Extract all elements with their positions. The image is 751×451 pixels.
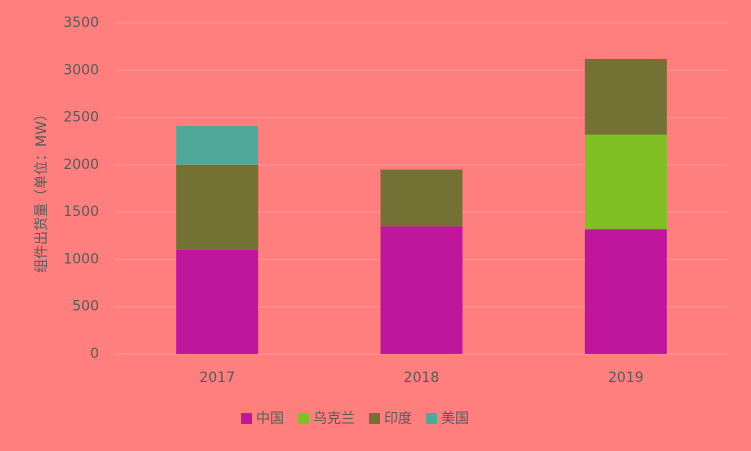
legend-label: 印度 — [384, 411, 412, 427]
y-tick-label: 1000 — [63, 251, 99, 267]
legend-swatch — [369, 413, 380, 424]
y-tick-label: 3500 — [63, 15, 99, 31]
bar-segment — [176, 249, 259, 354]
x-tick-label: 2019 — [608, 370, 644, 386]
y-tick-label: 3000 — [63, 62, 99, 78]
legend-swatch — [298, 413, 309, 424]
legend-label: 美国 — [441, 411, 469, 427]
legend-swatch — [426, 413, 437, 424]
bar-segment — [176, 126, 259, 165]
y-tick-label: 2000 — [63, 157, 99, 173]
x-tick-label: 2017 — [199, 370, 235, 386]
bar-segment — [584, 134, 667, 230]
y-tick-label: 2500 — [63, 110, 99, 126]
bar-segment — [176, 164, 259, 250]
legend-swatch — [241, 413, 252, 424]
y-axis-label: 组件出货量（单位：MW） — [33, 107, 50, 273]
bar-segment — [584, 58, 667, 135]
bar-segment — [584, 229, 667, 354]
y-tick-label: 1500 — [63, 204, 99, 220]
legend-label: 中国 — [256, 411, 284, 427]
y-tick-label: 500 — [72, 299, 99, 315]
legend-label: 乌克兰 — [313, 411, 355, 427]
bar-segment — [380, 226, 463, 354]
bar-segment — [380, 169, 463, 227]
y-tick-label: 0 — [90, 346, 99, 362]
x-tick-label: 2018 — [404, 370, 440, 386]
